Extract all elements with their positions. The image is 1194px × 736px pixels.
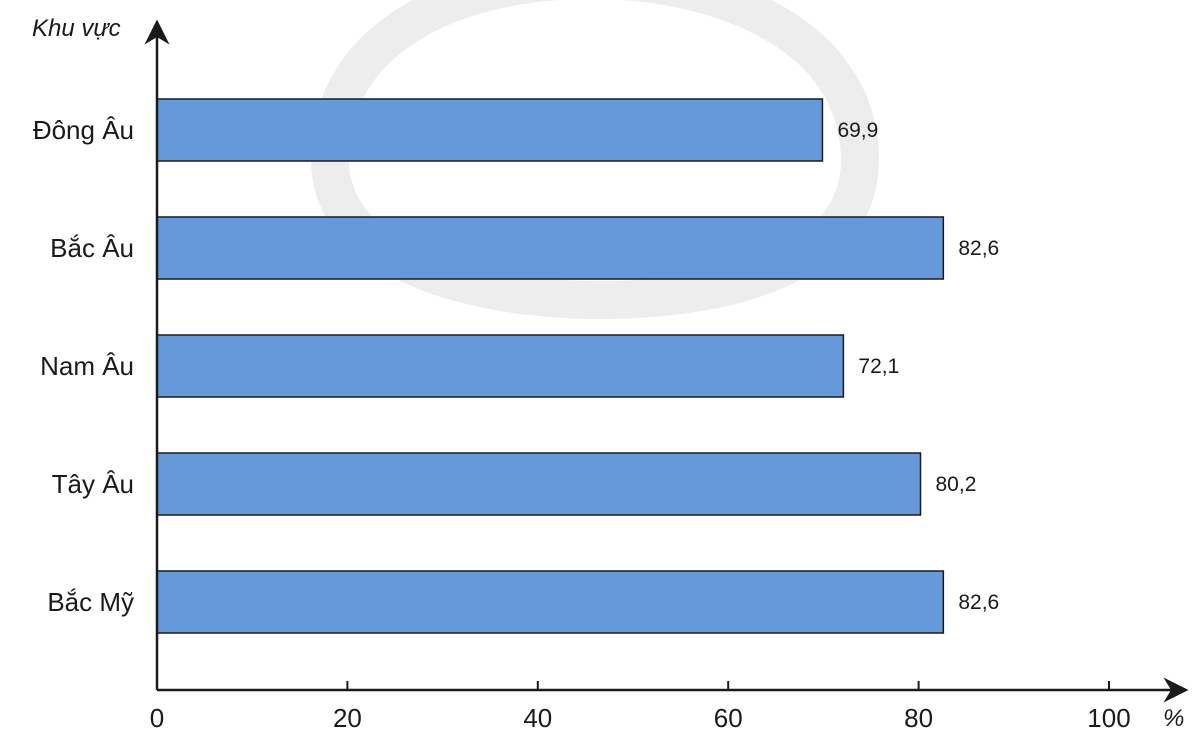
bar: [156, 216, 945, 280]
bar: [156, 570, 945, 634]
x-tick-label: 40: [523, 703, 552, 733]
x-tick-label: 60: [714, 703, 743, 733]
category-labels-group: Đông Âu Bắc Âu Nam Âu Tây Âu Bắc Mỹ: [33, 115, 134, 617]
x-tick-label: 100: [1087, 703, 1130, 733]
value-labels-group: 69,9 82,6 72,1 80,2 82,6: [837, 119, 999, 614]
category-label: Tây Âu: [52, 469, 134, 499]
x-tick-label: 0: [150, 703, 164, 733]
bar-value-label: 82,6: [958, 237, 999, 260]
bar-value-label: 69,9: [837, 119, 878, 142]
x-tick-label: 80: [904, 703, 933, 733]
category-label: Nam Âu: [40, 351, 134, 381]
bar: [156, 452, 922, 516]
category-label: Đông Âu: [33, 115, 134, 145]
bar-value-label: 80,2: [936, 473, 977, 496]
bar-value-label: 82,6: [958, 591, 999, 614]
bar: [156, 334, 845, 398]
x-tick-label: 20: [333, 703, 362, 733]
y-axis-title: Khu vực: [32, 15, 121, 42]
bars-group: [156, 98, 945, 634]
category-label: Bắc Mỹ: [47, 587, 134, 617]
watermark: [310, 0, 880, 320]
x-ticks-group: 0 20 40 60 80 100: [150, 681, 1131, 733]
bar-value-label: 72,1: [858, 355, 899, 378]
category-label: Bắc Âu: [50, 233, 134, 263]
x-axis-unit: %: [1163, 705, 1184, 732]
bar: [156, 98, 824, 162]
